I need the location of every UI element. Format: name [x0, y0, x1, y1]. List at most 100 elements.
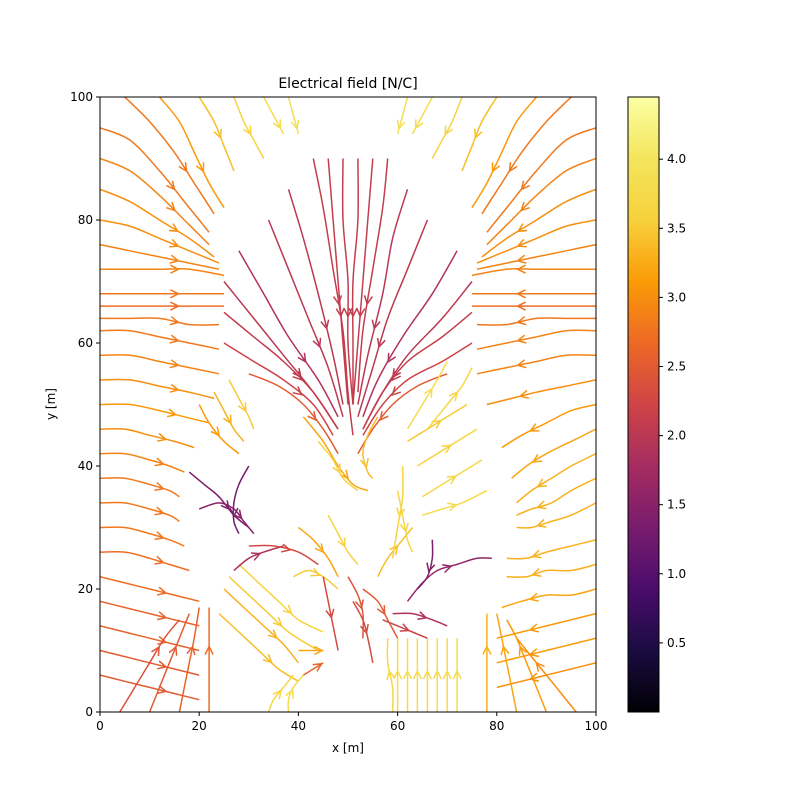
streamline-21 [362, 416, 379, 479]
streamline-arrow-45 [508, 162, 518, 173]
streamline-106 [218, 613, 299, 682]
streamline-arrow-56 [154, 457, 165, 467]
y-axis-ticks: 0 20 40 60 80 100 [70, 90, 100, 719]
x-axis-label: x [m] [332, 741, 364, 755]
streamline-arrow-3 [348, 307, 358, 318]
streamline-11 [362, 250, 458, 418]
streamline-55 [100, 427, 195, 449]
streamline-arrow-78 [536, 478, 547, 488]
streamline-arrow-76 [528, 423, 540, 432]
streamline-7 [357, 189, 409, 405]
streamline-5 [357, 158, 389, 393]
streamline-arrow-66 [151, 645, 160, 657]
streamline-arrow-65 [157, 685, 168, 695]
streamline-arrow-27 [169, 238, 180, 248]
streamline-arrow-52 [169, 359, 180, 369]
streamline-arrow-80 [536, 518, 547, 528]
streamline-arrow-21 [359, 457, 369, 469]
streamline-105 [223, 588, 299, 664]
streamline-arrow-40 [516, 254, 527, 264]
streamline-94 [422, 489, 488, 516]
streamline-42 [481, 188, 596, 258]
streamline-arrow-69 [204, 644, 214, 655]
streamline-arrow-120 [310, 567, 322, 577]
streamline-53 [100, 378, 215, 400]
streamline-95 [406, 361, 448, 430]
streamline-124 [377, 527, 414, 578]
streamline-54 [100, 403, 210, 424]
streamline-arrow-16 [292, 386, 303, 396]
streamline-2 [341, 158, 354, 405]
streamline-arrow-9 [376, 337, 386, 349]
streamline-arrow-74 [516, 359, 527, 369]
x-tick-label: 20 [192, 719, 207, 733]
streamline-76 [501, 403, 596, 449]
streamline-arrow-39 [515, 264, 526, 274]
streamline-arrow-50 [396, 119, 406, 131]
colorbar-tick-label: 1.5 [667, 498, 686, 512]
streamline-arrow-77 [531, 453, 543, 463]
streamline-113 [188, 471, 250, 529]
streamline-arrow-8 [312, 337, 322, 349]
streamline-arrow-28 [168, 223, 180, 233]
streamline-arrow-35 [272, 119, 282, 130]
x-axis-ticks: 0 20 40 60 80 100 [96, 712, 607, 733]
streamline-29 [100, 157, 210, 246]
streamline-117 [248, 544, 319, 566]
streamline-arrow-129 [417, 611, 428, 621]
streamline-43 [486, 157, 596, 246]
streamline-71 [213, 391, 245, 442]
streamline-arrow-48 [444, 125, 454, 136]
streamline-arrow-6 [320, 319, 330, 331]
streamline-arrow-59 [154, 531, 165, 541]
streamline-arrow-44 [520, 180, 531, 191]
streamline-131 [362, 588, 399, 639]
streamline-arrow-70 [210, 426, 221, 437]
streamline-arrow-102 [442, 669, 452, 680]
streamline-30 [100, 127, 210, 233]
streamline-60 [100, 550, 190, 572]
streamline-85 [496, 637, 596, 664]
streamline-44 [486, 127, 596, 233]
streamline-46 [471, 97, 538, 209]
streamline-arrow-31 [178, 162, 188, 173]
streamline-114 [232, 465, 250, 534]
streamline-arrow-17 [391, 386, 402, 397]
streamline-arrow-26 [169, 254, 180, 264]
streamline-32 [158, 97, 225, 209]
streamline-62 [100, 600, 200, 627]
streamline-14 [223, 311, 339, 430]
streamline-27 [100, 219, 220, 264]
streamline-arrow-82 [531, 568, 542, 578]
streamline-arrow-126 [396, 507, 406, 518]
streamline-127 [406, 557, 492, 602]
streamline-73 [476, 329, 596, 350]
streamline-arrow-107 [272, 616, 283, 627]
y-tick-label: 100 [70, 90, 93, 104]
streamline-arrow-36 [290, 119, 300, 131]
streamline-arrow-103 [452, 669, 462, 680]
streamline-arrow-131 [376, 605, 386, 616]
streamline-arrow-88 [518, 645, 528, 656]
streamline-arrow-54 [166, 408, 178, 418]
streamline-arrow-116 [250, 552, 262, 561]
streamline-arrow-68 [186, 644, 196, 656]
streamline-arrow-133 [169, 316, 180, 326]
colorbar [627, 96, 660, 713]
streamline-16 [223, 342, 334, 436]
streamline-74 [476, 354, 596, 375]
streamline-75 [486, 379, 596, 406]
streamline-118 [297, 526, 339, 578]
streamline-96 [426, 367, 473, 430]
streamline-78 [516, 453, 596, 504]
streamline-123 [322, 576, 339, 651]
colorbar-tick-label: 1.0 [667, 567, 686, 581]
streamline-arrow-93 [446, 475, 458, 485]
streamline-arrow-104 [386, 669, 396, 681]
streamline-9 [357, 219, 429, 418]
streamline-arrow-71 [223, 414, 232, 425]
streamline-10 [238, 250, 339, 418]
streamline-31 [124, 97, 215, 215]
streamline-arrow-55 [157, 432, 168, 442]
x-tick-label: 80 [489, 719, 504, 733]
